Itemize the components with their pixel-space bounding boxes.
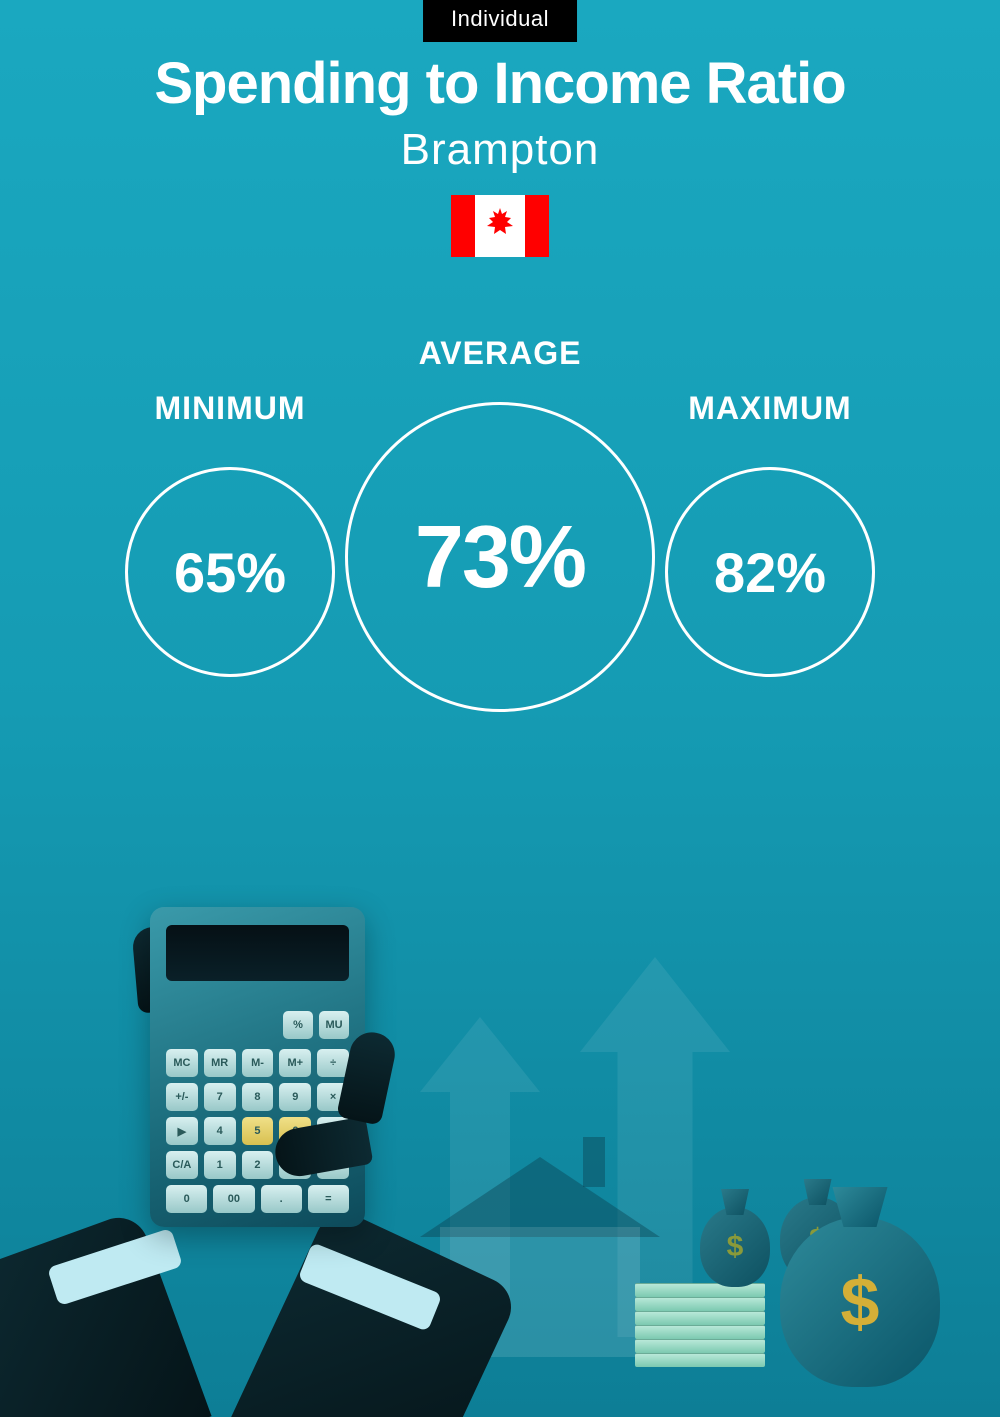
calc-btn: 00 (213, 1185, 254, 1213)
calc-row: MC MR M- M+ ÷ (166, 1049, 349, 1077)
stat-average: AVERAGE 73% (345, 335, 655, 712)
stat-minimum-label: MINIMUM (155, 390, 306, 427)
calc-btn: 2 (242, 1151, 274, 1179)
calc-btn: M- (242, 1049, 274, 1077)
stats-row: MINIMUM 65% AVERAGE 73% MAXIMUM 82% (0, 335, 1000, 712)
calc-btn: 0 (166, 1185, 207, 1213)
calc-btn: MR (204, 1049, 236, 1077)
maple-leaf-icon (485, 208, 515, 245)
stat-maximum: MAXIMUM 82% (665, 390, 875, 677)
house-chimney (583, 1137, 605, 1187)
calc-btn: 1 (204, 1151, 236, 1179)
money-stack-icon (635, 1277, 765, 1367)
calc-btn: MU (319, 1011, 349, 1039)
dollar-sign-icon: $ (727, 1230, 744, 1264)
illustration-area: $ $ $ % MU MC MR M- M+ ÷ +/- 7 8 9 × ▶ 4… (0, 817, 1000, 1417)
calc-btn: 9 (279, 1083, 311, 1111)
calc-btn: 4 (204, 1117, 236, 1145)
calc-btn: +/- (166, 1083, 198, 1111)
calc-btn: 8 (242, 1083, 274, 1111)
calculator-screen (166, 925, 349, 981)
calc-row: +/- 7 8 9 × (166, 1083, 349, 1111)
stat-average-circle: 73% (345, 402, 655, 712)
calc-btn: % (283, 1011, 313, 1039)
hand-left-sleeve (0, 1209, 212, 1417)
canada-flag-icon (451, 195, 549, 257)
calc-btn: = (308, 1185, 349, 1213)
flag-right-bar (525, 195, 549, 257)
stat-minimum-circle: 65% (125, 467, 335, 677)
stat-maximum-value: 82% (714, 540, 826, 605)
flag-left-bar (451, 195, 475, 257)
stat-maximum-circle: 82% (665, 467, 875, 677)
calc-btn: ▶ (166, 1117, 198, 1145)
calculator-icon: % MU MC MR M- M+ ÷ +/- 7 8 9 × ▶ 4 5 6 -… (150, 907, 365, 1227)
stat-average-label: AVERAGE (419, 335, 582, 372)
stat-minimum-value: 65% (174, 540, 286, 605)
page-title: Spending to Income Ratio (0, 50, 1000, 117)
category-badge: Individual (423, 0, 577, 42)
calc-row-top: % MU (166, 1011, 349, 1039)
city-subtitle: Brampton (0, 125, 1000, 175)
stat-maximum-label: MAXIMUM (688, 390, 851, 427)
calc-row: 0 00 . = (166, 1185, 349, 1213)
calc-btn: C/A (166, 1151, 198, 1179)
flag-center (475, 195, 525, 257)
money-bag-icon: $ (700, 1207, 770, 1287)
money-bag-icon: $ (780, 1217, 940, 1387)
calc-btn: . (261, 1185, 302, 1213)
calc-btn: 5 (242, 1117, 274, 1145)
house-roof (420, 1157, 660, 1237)
calc-btn: M+ (279, 1049, 311, 1077)
stat-average-value: 73% (415, 506, 585, 608)
calc-btn: 7 (204, 1083, 236, 1111)
calc-btn: MC (166, 1049, 198, 1077)
dollar-sign-icon: $ (841, 1262, 880, 1342)
stat-minimum: MINIMUM 65% (125, 390, 335, 677)
